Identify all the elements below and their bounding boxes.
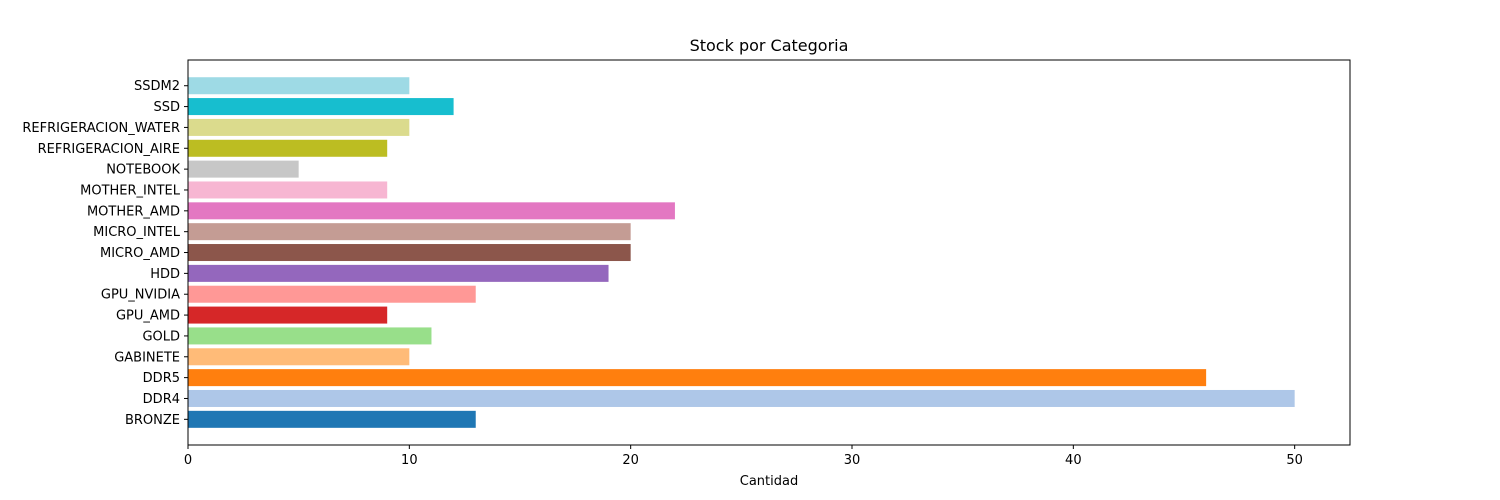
y-tick-label: GPU_NVIDIA — [101, 288, 180, 303]
bar-gpu-nvidia — [188, 285, 476, 303]
bar-hdd — [188, 264, 609, 282]
bar-gold — [188, 327, 432, 345]
bar-gpu-amd — [188, 306, 388, 324]
bar-ddr4 — [188, 389, 1295, 407]
bar-micro-amd — [188, 244, 631, 262]
y-tick-label: REFRIGERACION_WATER — [22, 121, 180, 136]
x-axis-title: Cantidad — [740, 474, 798, 489]
bar-refrigeracion-aire — [188, 139, 388, 157]
x-tick-label: 10 — [401, 453, 418, 468]
x-tick-label: 40 — [1065, 453, 1082, 468]
bar-micro-intel — [188, 223, 631, 241]
bars-group — [188, 77, 1295, 428]
y-tick-label: MICRO_INTEL — [93, 225, 181, 240]
chart-title: Stock por Categoria — [690, 36, 849, 55]
y-tick-label: REFRIGERACION_AIRE — [38, 142, 180, 157]
bar-mother-amd — [188, 202, 675, 220]
bar-notebook — [188, 160, 299, 178]
y-tick-label: NOTEBOOK — [106, 163, 180, 178]
bar-ssd — [188, 98, 454, 116]
y-tick-label: MOTHER_INTEL — [80, 183, 181, 198]
y-tick-label: MICRO_AMD — [100, 246, 180, 261]
x-tick-label: 0 — [184, 453, 192, 468]
y-tick-label: SSD — [153, 100, 180, 115]
y-tick-label: DDR5 — [143, 371, 180, 386]
y-tick-label: BRONZE — [125, 413, 180, 428]
bar-refrigeracion-water — [188, 118, 410, 136]
y-tick-label: GABINETE — [114, 350, 180, 365]
y-tick-label: DDR4 — [143, 392, 180, 407]
x-axis-ticks: 0 10 20 30 40 50 — [184, 445, 1303, 468]
x-tick-label: 20 — [622, 453, 639, 468]
y-tick-label: MOTHER_AMD — [87, 204, 180, 219]
y-tick-label: GPU_AMD — [116, 309, 180, 324]
y-tick-label: SSDM2 — [134, 79, 180, 94]
bar-ddr5 — [188, 369, 1207, 387]
bar-ssdm2 — [188, 77, 410, 95]
x-tick-label: 30 — [844, 453, 861, 468]
bar-bronze — [188, 410, 476, 428]
y-tick-label: HDD — [150, 267, 180, 282]
plot-frame — [187, 59, 1351, 446]
y-axis-ticks: BRONZE DDR4 DDR5 GABINETE GOLD GPU_AMD GPU_NVI… — [22, 79, 188, 428]
y-tick-label: GOLD — [142, 329, 180, 344]
x-tick-label: 50 — [1286, 453, 1303, 468]
bar-mother-intel — [188, 181, 388, 199]
bar-gabinete — [188, 348, 410, 366]
